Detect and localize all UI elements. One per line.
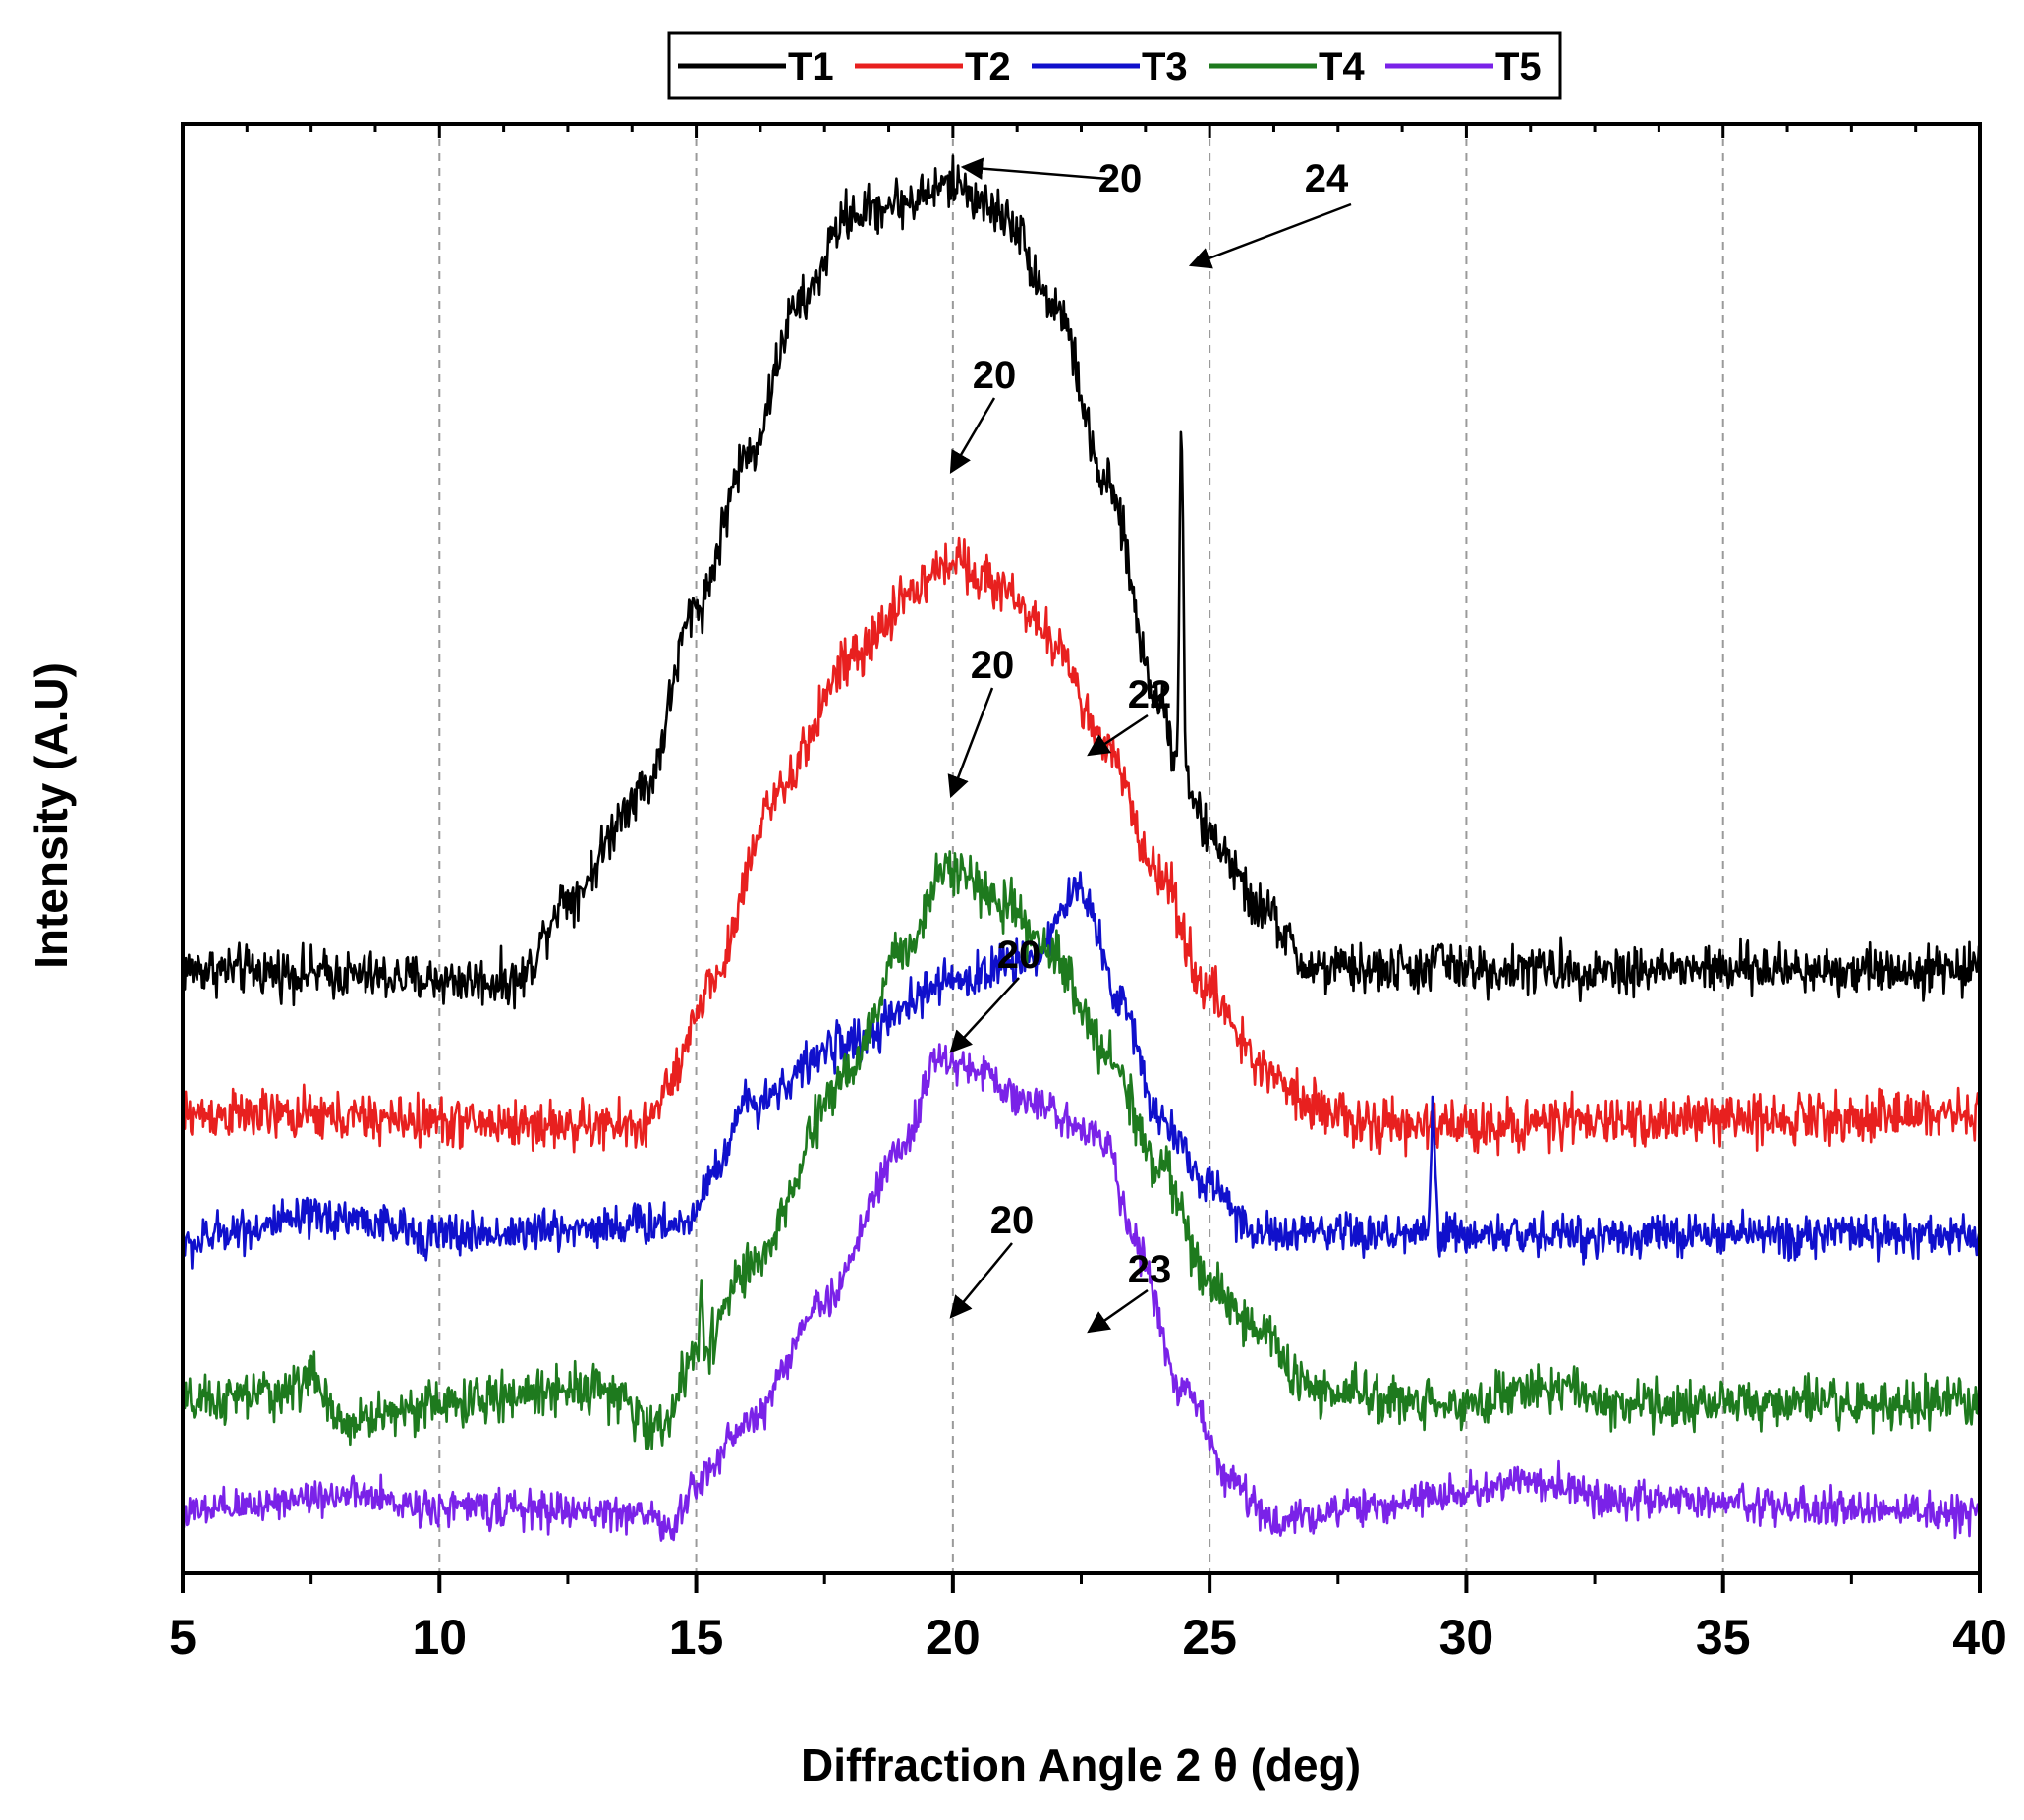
annotation-arrow-T1-20	[960, 157, 1109, 181]
tick-label-x-15: 15	[669, 1610, 724, 1665]
series-T5-line	[183, 1043, 1980, 1542]
annotation-arrow-T3-20	[947, 687, 994, 799]
tick-label-x-5: 5	[169, 1610, 197, 1665]
annotation-arrow-T4-20	[949, 977, 1020, 1053]
tick-label-x-40: 40	[1952, 1610, 2007, 1665]
annotation-label-T1-20: 20	[1098, 157, 1143, 200]
legend-label-T3: T3	[1142, 45, 1188, 88]
annotation-arrow-T1-24	[1188, 202, 1352, 269]
x-axis-title: Diffraction Angle 2 θ (deg)	[801, 1739, 1361, 1791]
plot-frame	[181, 122, 1982, 1575]
legend-label-T5: T5	[1495, 45, 1542, 88]
tick-label-x-10: 10	[412, 1610, 467, 1665]
legend-label-T4: T4	[1319, 45, 1365, 88]
annotation-arrow-T3-22	[1087, 713, 1149, 757]
y-axis-title: Intensity (A.U)	[26, 662, 77, 969]
annotation-arrow-T5-20	[949, 1242, 1013, 1319]
annotation-label-T2-20: 20	[973, 354, 1017, 397]
plot-area: 5 10 15 20 25 30 35 40 20 24 20 20 22 20 20 23	[169, 122, 2007, 1665]
annotation-arrow-T5-23	[1087, 1288, 1149, 1334]
annotation-label-T4-20: 20	[997, 934, 1041, 977]
legend-label-T2: T2	[965, 45, 1011, 88]
annotation-label-T5-23: 23	[1128, 1248, 1172, 1291]
tick-label-x-25: 25	[1182, 1610, 1237, 1665]
series-T3-line	[183, 871, 1980, 1270]
annotation-label-T3-22: 22	[1128, 673, 1172, 716]
series-T2-line	[183, 536, 1980, 1158]
tick-label-x-20: 20	[926, 1610, 981, 1665]
tick-label-x-30: 30	[1439, 1610, 1494, 1665]
annotation-arrow-T2-20	[949, 397, 996, 474]
annotation-label-T1-24: 24	[1305, 157, 1349, 200]
tick-label-x-35: 35	[1696, 1610, 1751, 1665]
annotation-label-T5-20: 20	[990, 1199, 1035, 1242]
annotation-label-T3-20: 20	[971, 644, 1015, 687]
series-T1-line	[183, 154, 1980, 1010]
legend: T1 T2 T3 T4 T5	[667, 31, 1562, 100]
legend-label-T1: T1	[788, 45, 834, 88]
series-T4-line	[183, 850, 1980, 1450]
